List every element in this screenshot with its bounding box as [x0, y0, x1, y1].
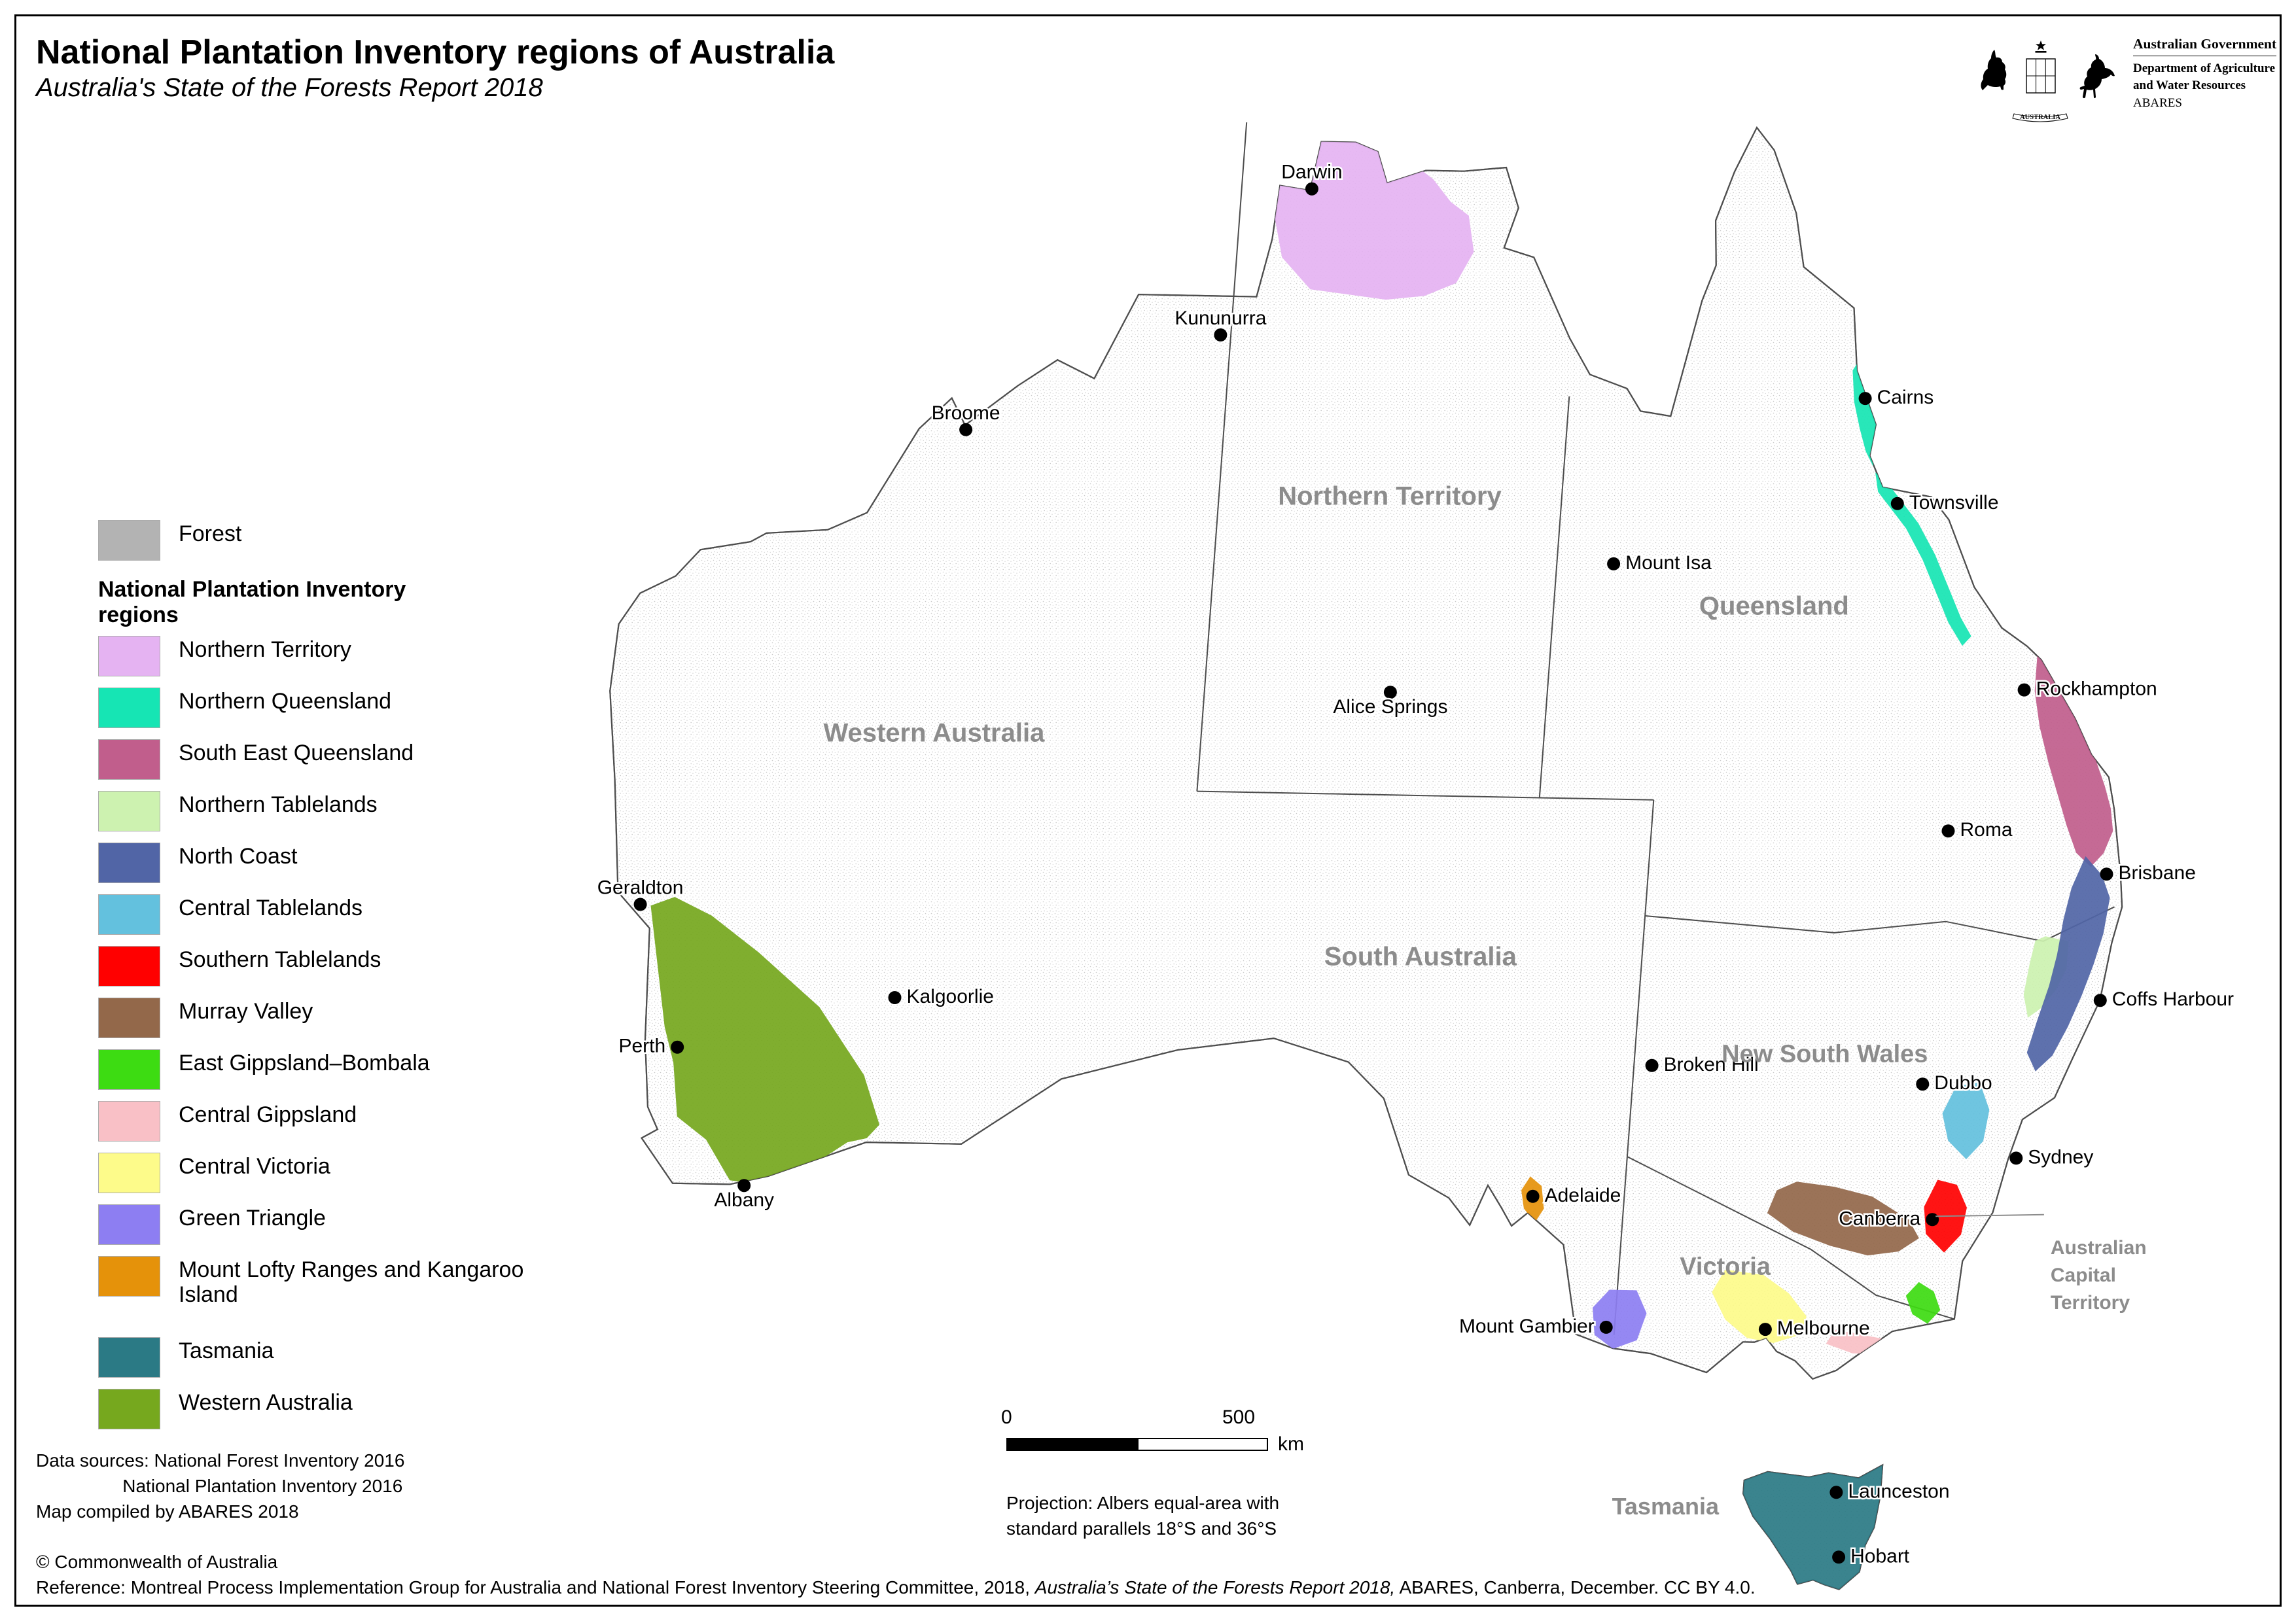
svg-text:Albany: Albany — [714, 1189, 774, 1211]
svg-text:Darwin: Darwin — [1281, 162, 1342, 183]
svg-text:Mount Gambier: Mount Gambier — [1459, 1316, 1595, 1337]
svg-text:New South Wales: New South Wales — [1722, 1041, 1928, 1068]
svg-text:Roma: Roma — [1960, 819, 2013, 841]
svg-text:Canberra: Canberra — [1839, 1208, 1920, 1229]
svg-text:South Australia: South Australia — [1324, 942, 1517, 971]
svg-text:Sydney: Sydney — [2028, 1146, 2093, 1168]
svg-text:Victoria: Victoria — [1680, 1253, 1771, 1280]
svg-text:Broome: Broome — [932, 402, 1000, 424]
svg-text:Dubbo: Dubbo — [1934, 1072, 1992, 1094]
svg-text:Hobart: Hobart — [1850, 1545, 1910, 1567]
svg-text:Melbourne: Melbourne — [1777, 1318, 1870, 1339]
svg-text:Kununurra: Kununurra — [1174, 307, 1266, 329]
svg-text:Territory: Territory — [2051, 1292, 2130, 1314]
svg-text:Tasmania: Tasmania — [1612, 1493, 1720, 1520]
svg-text:Northern Territory: Northern Territory — [1278, 482, 1502, 511]
svg-text:Queensland: Queensland — [1699, 592, 1849, 621]
svg-text:Coffs Harbour: Coffs Harbour — [2112, 988, 2234, 1010]
svg-text:Kalgoorlie: Kalgoorlie — [907, 986, 994, 1007]
svg-text:Alice Springs: Alice Springs — [1333, 696, 1447, 718]
svg-text:Rockhampton: Rockhampton — [2036, 678, 2157, 700]
svg-text:Cairns: Cairns — [1877, 387, 1934, 408]
svg-text:Geraldton: Geraldton — [597, 877, 684, 899]
svg-text:Perth: Perth — [618, 1036, 665, 1057]
svg-text:Western Australia: Western Australia — [823, 719, 1045, 748]
svg-text:Australian: Australian — [2051, 1237, 2147, 1259]
svg-text:Launceston: Launceston — [1848, 1480, 1949, 1502]
svg-text:Mount Isa: Mount Isa — [1625, 552, 1712, 574]
svg-text:Capital: Capital — [2051, 1265, 2116, 1286]
svg-text:Brisbane: Brisbane — [2119, 862, 2196, 884]
svg-text:Townsville: Townsville — [1909, 492, 1999, 514]
svg-text:Adelaide: Adelaide — [1545, 1185, 1621, 1206]
